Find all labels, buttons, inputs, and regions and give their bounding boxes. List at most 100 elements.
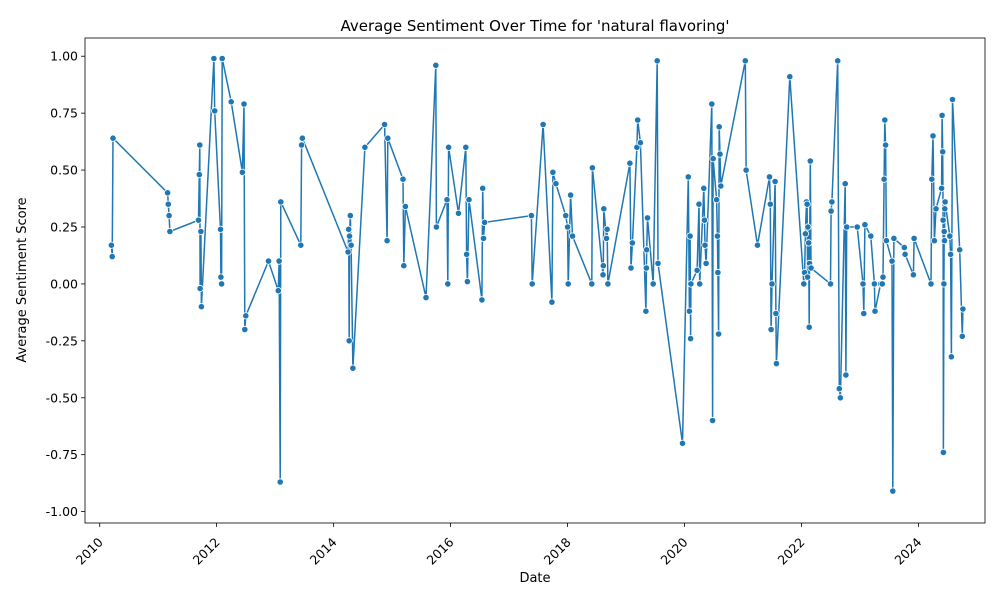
data-point	[383, 237, 391, 245]
data-point	[274, 287, 282, 295]
data-point	[853, 223, 861, 231]
series-line	[107, 54, 967, 495]
data-point	[939, 148, 947, 156]
data-point	[767, 325, 775, 334]
data-point	[804, 223, 812, 231]
data-point	[693, 266, 701, 274]
data-point	[878, 280, 886, 288]
data-point	[800, 280, 808, 288]
data-point	[345, 232, 354, 240]
x-tick-label: 2010	[73, 534, 106, 567]
x-tick-label: 2024	[891, 534, 924, 567]
data-point	[164, 200, 172, 208]
data-point	[932, 205, 940, 213]
data-point	[900, 243, 908, 252]
data-point	[890, 234, 898, 242]
data-point	[861, 221, 869, 229]
data-point	[108, 253, 116, 261]
data-point	[766, 200, 774, 208]
data-point	[599, 262, 607, 270]
data-point	[834, 57, 842, 65]
data-point	[836, 394, 845, 402]
data-point	[346, 212, 354, 220]
data-point	[765, 173, 774, 181]
data-point	[211, 107, 219, 115]
data-point	[238, 168, 246, 176]
data-point	[217, 273, 225, 281]
data-point	[361, 143, 369, 151]
data-point	[708, 416, 717, 425]
data-point	[927, 280, 935, 288]
y-axis: 1.00 0.75 0.50 0.25 0.00 -0.25 -0.50 -0.75 -1.00	[46, 49, 85, 519]
data-point	[454, 209, 463, 217]
data-point	[803, 200, 811, 208]
data-point	[941, 205, 949, 213]
data-point	[946, 232, 954, 240]
data-point	[806, 157, 814, 165]
data-point	[344, 248, 352, 256]
data-point	[628, 239, 637, 247]
data-point	[196, 284, 204, 293]
data-point	[627, 264, 635, 272]
data-point	[686, 334, 695, 343]
x-axis: 2010 2012 2014 2016 2018 2020 2022 2024	[73, 523, 925, 568]
data-point	[828, 198, 836, 206]
data-point	[109, 134, 117, 142]
data-point	[701, 241, 709, 249]
data-point	[881, 141, 890, 149]
data-point	[563, 223, 572, 231]
data-point	[599, 271, 607, 279]
data-point	[959, 305, 967, 313]
data-point	[930, 237, 939, 245]
data-point	[277, 198, 285, 206]
data-point	[909, 271, 918, 279]
data-point	[843, 223, 851, 231]
data-point	[216, 225, 225, 233]
x-tick-label: 2018	[541, 534, 574, 567]
data-point	[642, 264, 651, 272]
data-point	[564, 280, 572, 288]
data-point	[940, 227, 948, 236]
data-point	[297, 241, 305, 249]
data-point	[480, 218, 489, 226]
data-point	[443, 196, 451, 204]
data-point	[768, 280, 776, 288]
data-point	[276, 478, 284, 486]
x-tick-label: 2016	[424, 534, 457, 567]
sentiment-line	[110, 58, 964, 492]
data-point	[197, 303, 205, 311]
data-point	[717, 182, 725, 190]
data-point	[946, 250, 955, 258]
data-point	[687, 280, 695, 288]
y-tick-label: 0.50	[50, 163, 78, 178]
data-point	[696, 280, 704, 288]
data-point	[686, 232, 694, 240]
data-point	[643, 214, 652, 222]
data-point	[528, 280, 536, 288]
data-point	[867, 232, 875, 240]
data-point	[947, 353, 956, 361]
data-point	[807, 264, 815, 272]
y-tick-label: -0.50	[46, 390, 78, 405]
data-point	[264, 257, 273, 265]
data-point	[805, 323, 813, 331]
data-point	[700, 184, 708, 192]
data-point	[649, 280, 657, 288]
data-point	[432, 61, 440, 69]
data-point	[241, 325, 249, 334]
data-point	[399, 175, 407, 183]
data-point	[880, 175, 888, 183]
data-point	[860, 309, 868, 318]
data-point	[195, 171, 203, 179]
x-tick-label: 2022	[775, 535, 808, 568]
data-point	[604, 280, 612, 288]
data-point	[753, 241, 762, 249]
data-point	[678, 439, 687, 447]
data-point	[684, 173, 692, 181]
data-point	[941, 198, 949, 206]
data-point	[297, 141, 306, 149]
data-point	[600, 205, 608, 213]
data-point	[194, 216, 203, 224]
data-point	[958, 332, 966, 340]
data-point	[939, 216, 947, 224]
